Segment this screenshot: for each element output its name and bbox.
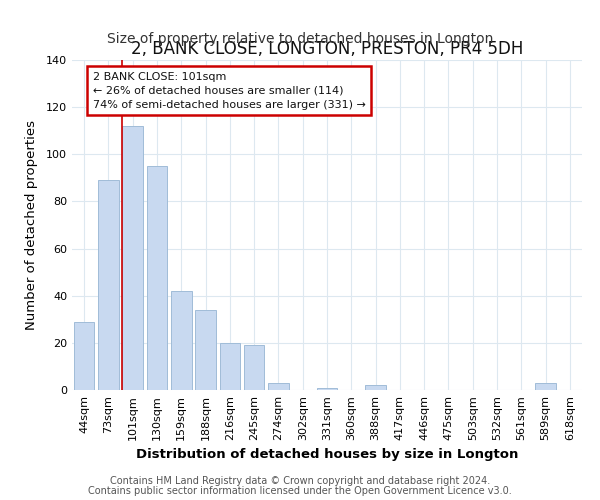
Bar — [74, 322, 94, 390]
Bar — [98, 180, 119, 390]
Bar — [317, 388, 337, 390]
Bar — [146, 166, 167, 390]
Y-axis label: Number of detached properties: Number of detached properties — [25, 120, 38, 330]
Text: Size of property relative to detached houses in Longton: Size of property relative to detached ho… — [107, 32, 493, 46]
Bar — [244, 345, 265, 390]
Bar — [171, 291, 191, 390]
Bar — [220, 343, 240, 390]
Text: 2 BANK CLOSE: 101sqm
← 26% of detached houses are smaller (114)
74% of semi-deta: 2 BANK CLOSE: 101sqm ← 26% of detached h… — [92, 72, 365, 110]
Bar — [268, 383, 289, 390]
Bar — [122, 126, 143, 390]
Text: Contains HM Land Registry data © Crown copyright and database right 2024.: Contains HM Land Registry data © Crown c… — [110, 476, 490, 486]
Bar — [195, 310, 216, 390]
Bar — [535, 383, 556, 390]
Bar — [365, 386, 386, 390]
Title: 2, BANK CLOSE, LONGTON, PRESTON, PR4 5DH: 2, BANK CLOSE, LONGTON, PRESTON, PR4 5DH — [131, 40, 523, 58]
Text: Contains public sector information licensed under the Open Government Licence v3: Contains public sector information licen… — [88, 486, 512, 496]
X-axis label: Distribution of detached houses by size in Longton: Distribution of detached houses by size … — [136, 448, 518, 462]
